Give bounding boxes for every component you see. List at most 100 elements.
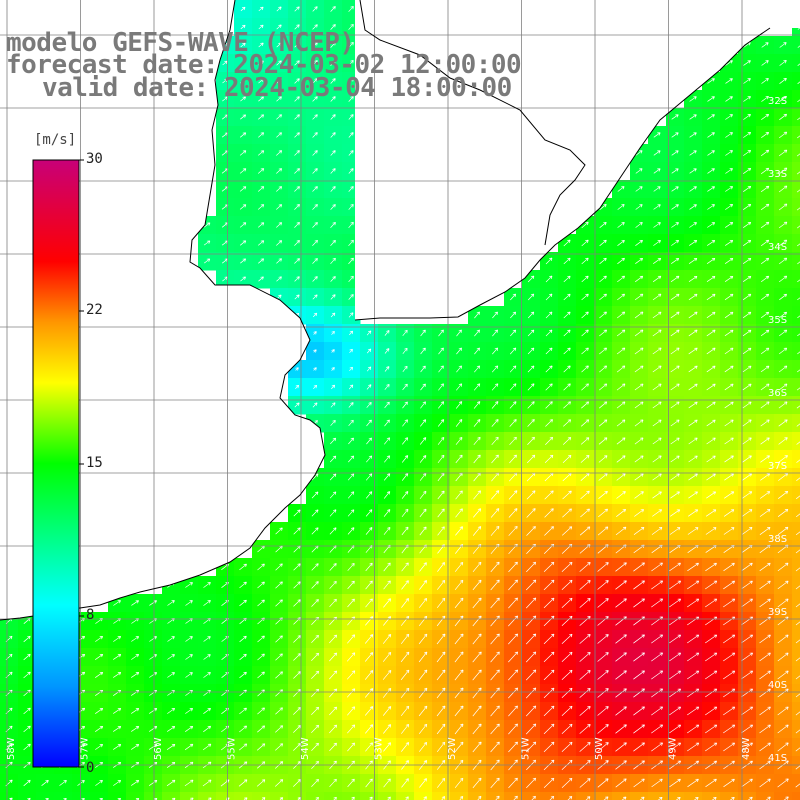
- wind-arrow: [455, 508, 463, 518]
- wind-arrow: [239, 653, 247, 661]
- wind-arrow: [437, 490, 445, 500]
- wind-arrow: [796, 459, 800, 463]
- wind-arrow: [634, 473, 644, 481]
- wind-cell: [540, 558, 559, 577]
- wind-arrow: [616, 437, 626, 445]
- wind-cell: [450, 324, 469, 343]
- wind-cell: [432, 558, 451, 577]
- wind-cell: [234, 666, 253, 685]
- wind-arrow: [706, 383, 716, 391]
- wind-arrow: [603, 796, 609, 800]
- wind-arrow: [527, 401, 535, 409]
- wind-arrow: [348, 186, 354, 192]
- wind-arrow: [760, 437, 770, 445]
- wind-cell: [234, 90, 253, 109]
- wind-arrow: [454, 777, 464, 789]
- wind-arrow: [349, 348, 353, 354]
- wind-arrow: [742, 221, 752, 228]
- wind-arrow: [526, 454, 536, 464]
- wind-arrow: [652, 491, 662, 499]
- wind-arrow: [418, 633, 428, 645]
- wind-arrow: [203, 258, 211, 264]
- wind-arrow: [635, 222, 643, 228]
- wind-cell: [306, 234, 325, 253]
- wind-cell: [288, 36, 307, 55]
- wind-arrow: [795, 729, 800, 734]
- wind-arrow: [330, 221, 336, 228]
- wind-arrow: [495, 795, 500, 800]
- wind-cell: [306, 612, 325, 631]
- wind-cell: [486, 414, 505, 433]
- wind-cell: [576, 738, 595, 757]
- wind-arrow: [615, 598, 627, 608]
- wind-arrow: [561, 597, 573, 609]
- wind-arrow: [725, 114, 733, 120]
- wind-arrow: [760, 419, 770, 427]
- wind-arrow: [276, 222, 283, 228]
- wind-cell: [324, 540, 343, 559]
- wind-cell: [216, 702, 235, 721]
- wind-cell: [432, 594, 451, 613]
- wind-arrow: [544, 526, 554, 536]
- wind-arrow: [563, 401, 571, 409]
- wind-arrow: [707, 240, 716, 246]
- wind-cell: [360, 648, 379, 667]
- wind-arrow: [329, 598, 337, 608]
- wind-arrow: [490, 777, 500, 789]
- wind-arrow: [312, 186, 318, 192]
- wind-arrow: [275, 635, 283, 643]
- wind-cell: [396, 612, 415, 631]
- wind-arrow: [294, 276, 300, 282]
- wind-cell: [306, 306, 325, 325]
- wind-arrow: [166, 779, 176, 787]
- wind-arrow: [723, 670, 736, 680]
- wind-arrow: [741, 652, 754, 662]
- wind-arrow: [508, 508, 518, 518]
- wind-arrow: [653, 150, 661, 156]
- wind-arrow: [759, 670, 771, 680]
- wind-arrow: [23, 671, 31, 679]
- wind-arrow: [670, 455, 680, 463]
- wind-arrow: [113, 708, 122, 714]
- wind-cell: [576, 360, 595, 379]
- wind-arrow: [688, 491, 698, 499]
- wind-cell: [522, 522, 541, 541]
- wind-arrow: [633, 580, 645, 590]
- wind-arrow: [725, 96, 733, 102]
- wind-arrow: [383, 724, 392, 734]
- wind-cell: [594, 234, 613, 253]
- wind-cell: [342, 792, 361, 800]
- wind-arrow: [419, 580, 427, 590]
- wind-arrow: [295, 384, 300, 389]
- wind-arrow: [689, 132, 697, 138]
- wind-cell: [792, 144, 800, 163]
- wind-arrow: [312, 60, 318, 66]
- wind-cell: [432, 630, 451, 649]
- wind-arrow: [545, 436, 554, 445]
- wind-arrow: [203, 654, 211, 660]
- wind-arrow: [599, 347, 608, 355]
- wind-arrow: [669, 527, 681, 535]
- wind-cell: [792, 414, 800, 433]
- wind-arrow: [365, 509, 373, 517]
- wind-arrow: [724, 473, 734, 481]
- wind-cell: [522, 306, 541, 325]
- wind-arrow: [366, 348, 372, 354]
- wind-arrow: [401, 723, 410, 734]
- wind-cell: [216, 594, 235, 613]
- wind-arrow: [670, 383, 680, 391]
- wind-arrow: [491, 454, 499, 464]
- wind-cell: [378, 468, 397, 487]
- wind-cell: [540, 666, 559, 685]
- wind-arrow: [561, 561, 573, 572]
- wind-cell: [558, 432, 577, 451]
- wind-arrow: [420, 383, 426, 391]
- wind-cell: [378, 558, 397, 577]
- wind-arrow: [761, 78, 769, 84]
- wind-arrow: [348, 41, 354, 48]
- wind-arrow: [759, 688, 771, 698]
- wind-arrow: [760, 149, 770, 157]
- wind-arrow: [419, 455, 427, 463]
- wind-cell: [612, 594, 631, 613]
